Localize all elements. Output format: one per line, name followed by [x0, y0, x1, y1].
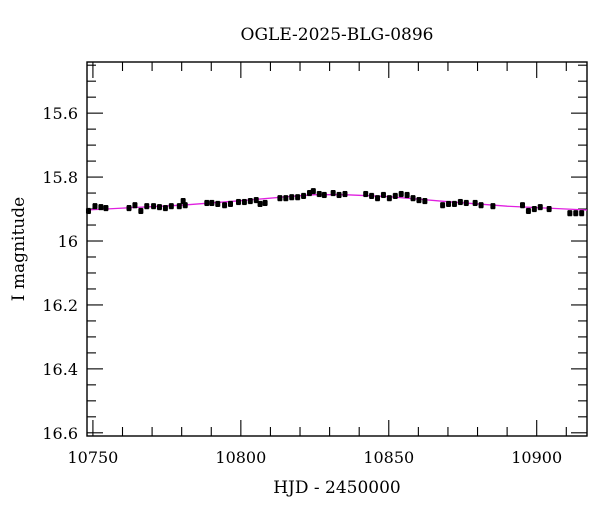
data-point: [321, 191, 327, 199]
data-point: [92, 203, 98, 210]
y-axis-label: I magnitude: [9, 197, 29, 301]
data-point: [283, 195, 289, 202]
data-point: [422, 197, 428, 205]
data-point: [168, 203, 174, 210]
y-tick-label: 16.4: [42, 360, 78, 379]
data-point: [98, 204, 104, 211]
y-tick-label: 16.2: [42, 296, 78, 315]
data-point: [316, 190, 322, 198]
data-point: [531, 205, 537, 213]
axis-ticks: [87, 62, 587, 436]
data-point: [262, 199, 268, 207]
data-point: [451, 200, 457, 207]
data-point: [579, 210, 585, 217]
data-point: [301, 192, 307, 199]
x-tick-label: 10850: [363, 448, 414, 467]
data-point: [156, 204, 162, 211]
data-point: [126, 205, 132, 212]
data-point: [546, 205, 552, 213]
data-point: [289, 194, 295, 201]
data-point: [277, 195, 283, 202]
y-axis-tick-labels: 15.6 15.8 16 16.2 16.4 16.6: [42, 104, 78, 443]
data-point: [380, 191, 386, 199]
data-point: [336, 191, 342, 199]
data-point: [463, 199, 469, 207]
data-point: [215, 200, 221, 207]
y-tick-label: 16.6: [42, 424, 78, 443]
data-point: [241, 198, 247, 206]
plot-frame: [86, 61, 588, 437]
data-point: [446, 200, 452, 207]
data-point: [392, 192, 398, 199]
data-point: [138, 207, 144, 215]
data-point: [363, 190, 369, 198]
data-point: [295, 194, 301, 201]
data-point: [457, 198, 463, 206]
data-point: [416, 197, 422, 204]
data-point: [410, 195, 416, 202]
y-tick-label: 15.8: [42, 168, 78, 187]
data-points: [85, 188, 585, 217]
data-point: [369, 192, 375, 199]
data-point: [537, 204, 543, 211]
data-point: [162, 205, 168, 212]
x-axis-tick-labels: 10750 10800 10850 10900: [67, 448, 562, 467]
data-point: [478, 202, 484, 209]
data-point: [375, 195, 381, 202]
data-point: [310, 188, 316, 195]
y-tick-label: 15.6: [42, 104, 78, 123]
data-point: [342, 190, 348, 198]
data-point: [257, 200, 263, 207]
data-point: [330, 190, 336, 197]
data-point: [103, 205, 109, 212]
data-point: [182, 202, 188, 209]
data-point: [222, 202, 228, 209]
data-point: [306, 190, 312, 197]
x-tick-label: 10750: [67, 448, 118, 467]
plot-border: [86, 61, 588, 437]
data-point: [247, 197, 253, 205]
data-point: [520, 202, 526, 209]
chart-title: OGLE-2025-BLG-0896: [241, 25, 434, 45]
data-point: [567, 210, 573, 217]
data-point: [398, 190, 404, 198]
data-point: [209, 199, 215, 207]
data-point: [440, 202, 446, 209]
data-point: [472, 199, 478, 207]
data-point: [151, 203, 157, 210]
x-tick-label: 10900: [511, 448, 562, 467]
data-point: [253, 197, 259, 204]
data-point: [85, 207, 91, 215]
data-point: [204, 199, 210, 207]
data-point: [227, 200, 233, 207]
data-point: [235, 198, 241, 206]
data-point: [144, 203, 150, 210]
y-tick-label: 16: [58, 232, 78, 251]
data-point: [132, 202, 138, 209]
data-point: [386, 195, 392, 202]
data-point: [573, 210, 579, 217]
data-point: [490, 203, 496, 210]
x-axis-label: HJD - 2450000: [273, 478, 401, 498]
data-point: [525, 207, 531, 215]
x-tick-label: 10800: [215, 448, 266, 467]
data-point: [404, 191, 410, 199]
data-point: [176, 203, 182, 210]
